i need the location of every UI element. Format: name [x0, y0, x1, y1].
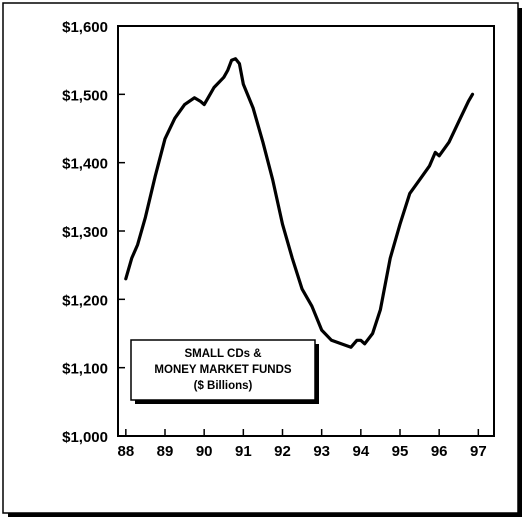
- annotation-box: [130, 339, 316, 401]
- series-line-0: [124, 57, 475, 349]
- outer-frame-shadow-right: [518, 8, 522, 516]
- x-axis: 88 89 90 91 92 93 94 95 96 97: [117, 429, 487, 460]
- y-tick-label: $1,500: [62, 87, 108, 104]
- x-tick-label: 95: [392, 443, 409, 460]
- outer-frame: [2, 2, 519, 514]
- x-tick-label: 96: [431, 443, 448, 460]
- y-tick-label: $1,200: [62, 292, 108, 309]
- x-tick-label: 89: [157, 443, 174, 460]
- y-axis: $1,000 $1,100 $1,200 $1,300 $1,400 $1,500 $1,6…: [62, 19, 125, 446]
- outer-frame-shadow-bottom: [8, 513, 522, 517]
- x-tick-label: 93: [313, 443, 330, 460]
- y-tick-label: $1,100: [62, 361, 108, 378]
- annotation-line-3: ($ Billions): [194, 380, 253, 392]
- x-tick-label: 92: [274, 443, 291, 460]
- x-tick-label: 88: [117, 443, 134, 460]
- chart-annotation: SMALL CDs & MONEY MARKET FUNDS ($ Billio…: [130, 339, 319, 404]
- x-tick-label: 94: [352, 443, 369, 460]
- series-layer: [124, 57, 475, 349]
- annotation-line-1: SMALL CDs &: [184, 348, 261, 360]
- annotation-line-2: MONEY MARKET FUNDS: [154, 364, 291, 376]
- x-tick-label: 91: [235, 443, 252, 460]
- y-tick-label: $1,000: [62, 429, 108, 446]
- y-tick-label: $1,600: [62, 19, 108, 36]
- y-tick-label: $1,400: [62, 156, 108, 173]
- x-tick-label: 90: [196, 443, 213, 460]
- x-tick-label: 97: [470, 443, 487, 460]
- y-tick-label: $1,300: [62, 224, 108, 241]
